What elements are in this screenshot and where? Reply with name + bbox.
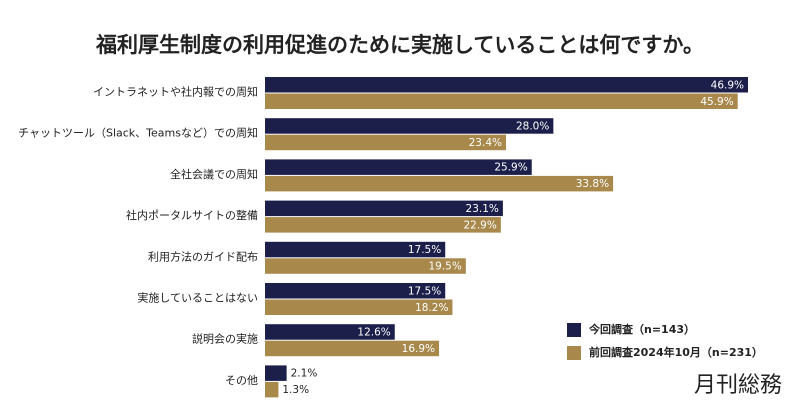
bar [265, 340, 440, 357]
value-label: 23.1% [466, 203, 499, 215]
bar [265, 299, 453, 315]
bar [265, 118, 554, 134]
bar [265, 241, 446, 258]
bar [265, 159, 532, 175]
legend-swatch [567, 346, 581, 360]
value-label: 12.6% [357, 326, 390, 338]
bar [265, 258, 466, 274]
chart-title: 福利厚生制度の利用促進のために実施していることは何ですか。 [95, 33, 704, 57]
value-label: 22.9% [463, 219, 496, 231]
category-label: 利用方法のガイド配布 [148, 249, 258, 263]
bar [265, 324, 395, 340]
value-label: 17.5% [408, 285, 441, 297]
legend-label: 前回調査2024年10月（n=231） [589, 345, 763, 359]
category-label: その他 [225, 374, 258, 387]
value-label: 18.2% [415, 302, 448, 314]
value-label: 2.1% [291, 368, 318, 380]
category-label: 社内ポータルサイトの整備 [126, 208, 258, 222]
bar [265, 175, 614, 192]
bar [265, 365, 287, 381]
category-label: チャットツール（Slack、Teamsなど）での周知 [18, 126, 258, 140]
category-label: イントラネットや社内報での周知 [93, 85, 258, 99]
bar [265, 381, 279, 398]
bar [265, 283, 446, 299]
legend-label: 今回調査（n=143） [588, 322, 695, 336]
value-label: 17.5% [408, 244, 441, 256]
brand-logo: 月刊総務 [694, 373, 782, 398]
legend-swatch [567, 323, 581, 337]
value-label: 23.4% [469, 137, 502, 149]
bar [265, 134, 506, 151]
value-label: 19.5% [428, 261, 461, 273]
value-label: 1.3% [282, 384, 309, 396]
value-label: 33.8% [576, 178, 609, 190]
bar [265, 217, 501, 233]
value-label: 16.9% [402, 343, 435, 355]
value-label: 46.9% [711, 79, 744, 91]
value-label: 28.0% [516, 120, 549, 132]
bar [265, 77, 748, 93]
bar [265, 200, 503, 217]
category-label: 説明会の実施 [192, 332, 258, 346]
bar [265, 93, 738, 109]
value-label: 25.9% [494, 162, 527, 174]
value-label: 45.9% [700, 96, 733, 108]
category-label: 全社会議での周知 [170, 167, 258, 181]
category-label: 実施していることはない [137, 291, 258, 305]
